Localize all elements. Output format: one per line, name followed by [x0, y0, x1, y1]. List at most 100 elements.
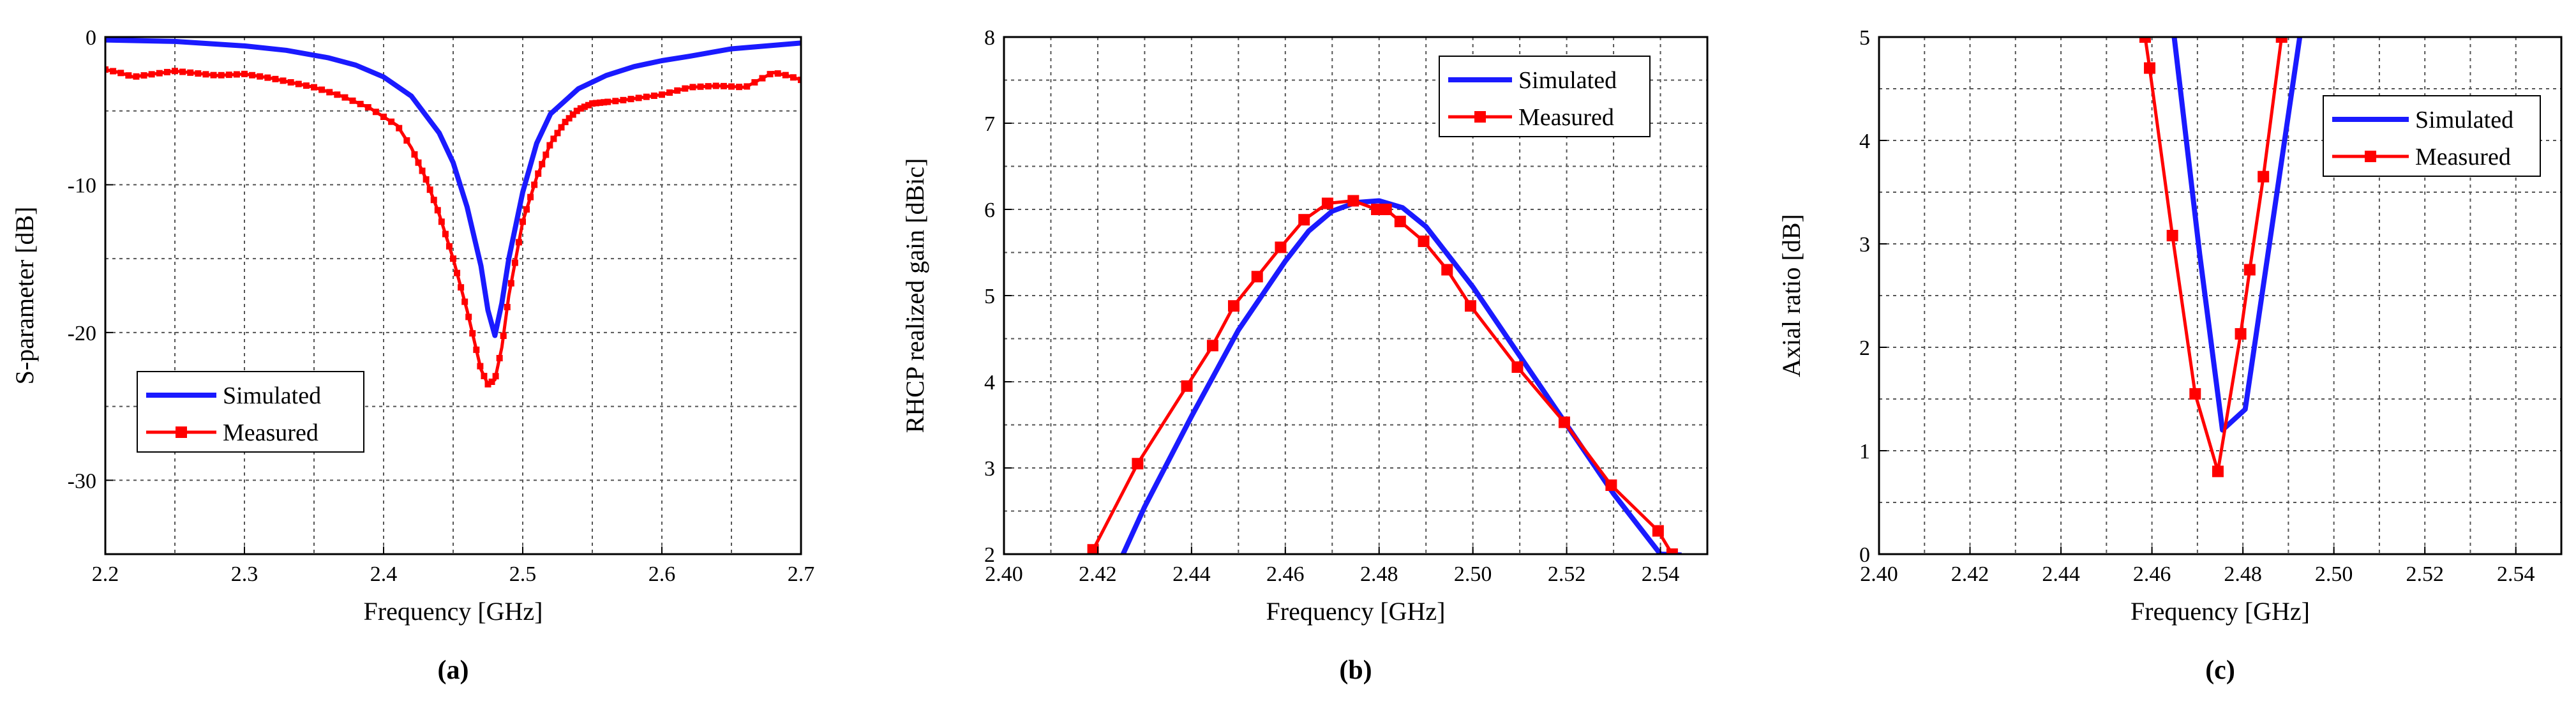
data-point-marker — [334, 91, 341, 98]
data-point-marker — [712, 82, 719, 89]
data-point-marker — [202, 71, 209, 78]
legend-label-measured: Measured — [1518, 104, 1614, 131]
data-point-marker — [1132, 458, 1144, 470]
data-point-marker — [2258, 170, 2270, 183]
series-simulated — [1120, 198, 1682, 554]
data-point-marker — [689, 84, 696, 91]
data-point-marker — [311, 84, 317, 91]
data-point-marker — [172, 68, 178, 75]
x-tick-label: 2.40 — [985, 562, 1023, 586]
data-point-marker — [415, 159, 422, 166]
data-point-marker — [558, 124, 565, 131]
data-point-marker — [264, 74, 271, 81]
legend-label-simulated: Simulated — [2415, 107, 2513, 133]
x-tick-label: 2.48 — [1360, 562, 1398, 586]
x-tick-label: 2.50 — [1454, 562, 1492, 586]
data-point-marker — [767, 71, 774, 78]
data-point-marker — [597, 99, 604, 106]
series-simulated — [105, 37, 801, 338]
data-point-marker — [326, 89, 333, 96]
data-point-marker — [504, 304, 511, 310]
data-point-marker — [782, 72, 789, 79]
data-point-marker — [477, 363, 484, 370]
chart-panel-b: 2.40 2.42 2.44 2.46 2.48 2.50 2.52 2.54 2 3 4 5 6 7 8 F… — [901, 26, 1709, 685]
data-point-marker — [1347, 195, 1359, 207]
data-point-marker — [565, 115, 573, 122]
data-point-marker — [2212, 465, 2224, 478]
data-point-marker — [411, 151, 418, 158]
data-point-marker — [527, 193, 534, 200]
data-point-marker — [550, 135, 557, 142]
data-point-marker — [523, 206, 530, 213]
series-line-measured — [1091, 199, 1674, 554]
data-point-marker — [349, 97, 356, 104]
y-axis-label: Axial ratio [dB] — [1777, 214, 1806, 377]
legend-label-simulated: Simulated — [223, 382, 321, 409]
x-tick-label: 2.5 — [509, 562, 537, 586]
data-point-marker — [430, 197, 437, 204]
data-point-marker — [562, 119, 569, 126]
data-point-marker — [500, 333, 507, 339]
x-tick-label: 2.54 — [1642, 562, 1680, 586]
data-point-marker — [2243, 264, 2256, 276]
y-tick-label: 3 — [1859, 233, 1870, 257]
x-tick-label: 2.44 — [1172, 562, 1211, 586]
data-point-marker — [535, 170, 542, 177]
series-line-measured — [2143, 37, 2284, 473]
data-point-marker — [357, 100, 364, 107]
data-point-marker — [2144, 62, 2156, 74]
data-point-marker — [2189, 388, 2201, 400]
data-point-marker — [736, 84, 743, 91]
data-point-marker — [148, 71, 155, 78]
data-point-marker — [2275, 37, 2288, 43]
data-point-marker — [1251, 271, 1263, 283]
series-measured — [105, 66, 801, 388]
data-point-marker — [438, 218, 445, 225]
data-point-marker — [554, 130, 561, 137]
data-point-marker — [287, 79, 294, 86]
plot-frame — [1878, 36, 2563, 555]
data-point-marker — [484, 380, 491, 388]
data-point-marker — [341, 94, 348, 101]
data-point-marker — [110, 68, 117, 75]
data-point-marker — [454, 269, 461, 276]
data-point-marker — [1227, 300, 1239, 312]
x-tick-label: 2.48 — [2224, 562, 2262, 586]
data-point-marker — [759, 75, 766, 82]
data-point-marker — [481, 373, 488, 379]
panel-label: (b) — [1339, 656, 1372, 685]
y-tick-label: 6 — [984, 199, 995, 222]
data-point-marker — [581, 103, 588, 110]
data-point-marker — [303, 82, 310, 89]
y-tick-label: -10 — [68, 174, 96, 197]
data-point-marker — [1394, 215, 1406, 227]
data-point-marker — [798, 77, 801, 84]
data-point-marker — [195, 70, 202, 77]
y-tick-label: 1 — [1859, 440, 1870, 463]
data-point-marker — [1418, 235, 1430, 247]
x-tick-label: 2.4 — [370, 562, 398, 586]
legend-label-simulated: Simulated — [1518, 67, 1617, 94]
chart-panel-c: 2.40 2.42 2.44 2.46 2.48 2.50 2.52 2.54 0 1 2 3 4 5 Fr… — [1777, 26, 2563, 685]
data-point-marker — [1666, 548, 1678, 554]
data-point-marker — [577, 105, 584, 112]
data-point-marker — [372, 109, 379, 116]
data-point-marker — [705, 83, 712, 90]
data-point-marker — [105, 66, 109, 73]
legend-label-measured: Measured — [2415, 144, 2511, 170]
plot-frame — [104, 36, 802, 555]
data-point-marker — [163, 68, 170, 75]
data-point-marker — [790, 74, 797, 81]
data-point-marker — [515, 239, 522, 246]
data-point-marker — [364, 104, 371, 111]
y-axis-label: RHCP realized gain [dBic] — [901, 158, 929, 433]
data-point-marker — [403, 137, 410, 144]
series-simulated — [2171, 37, 2303, 433]
legend-label-measured: Measured — [223, 419, 318, 446]
y-tick-label: 5 — [984, 285, 995, 308]
x-tick-label: 2.44 — [2042, 562, 2080, 586]
data-point-marker — [272, 75, 279, 82]
legend: Simulated Measured — [2323, 95, 2541, 177]
legend: Simulated Measured — [137, 371, 364, 453]
data-point-marker — [1181, 380, 1193, 392]
